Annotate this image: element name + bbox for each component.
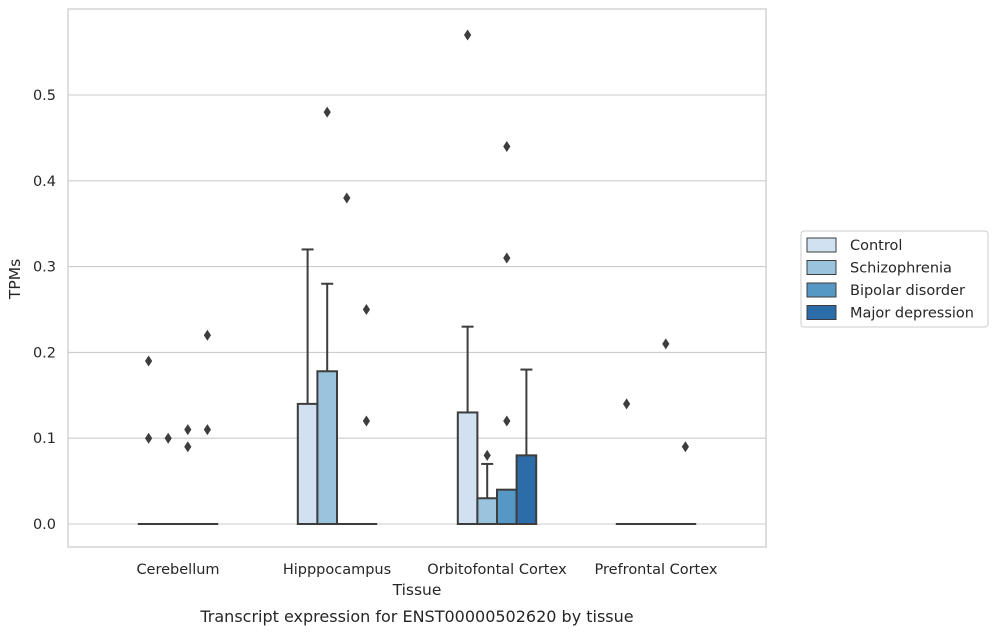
x-axis-label: Tissue [392, 581, 442, 599]
x-tick-label: Hipppocampus [283, 562, 391, 578]
legend-item: Bipolar disorder [806, 282, 965, 299]
box-group [355, 304, 378, 526]
outlier-point [343, 192, 351, 204]
box-group [476, 449, 498, 526]
legend-label: Bipolar disorder [850, 283, 965, 299]
box [456, 411, 479, 525]
outlier-point [184, 424, 192, 436]
x-tick-labels: Cerebellum Hipppocampus Orbitofontal Corte… [136, 562, 717, 578]
legend-swatch [806, 260, 837, 275]
box-group [316, 106, 338, 525]
box-groups [137, 29, 697, 526]
outlier-point [203, 424, 211, 436]
outlier-point [503, 252, 511, 264]
box [296, 402, 319, 526]
outlier-point [203, 329, 211, 341]
legend-frame [800, 230, 989, 328]
outlier-point [362, 415, 370, 427]
y-axis-label: TPMs [6, 259, 24, 300]
box-group [496, 140, 518, 525]
box-group [456, 29, 479, 525]
outlier-point [184, 441, 192, 453]
y-tick-label: 0.3 [33, 260, 56, 276]
x-tick-label: Cerebellum [136, 562, 219, 578]
legend-swatch [806, 282, 837, 298]
box-group [296, 248, 319, 526]
box-group [336, 192, 358, 526]
chart-caption: Transcript expression for ENST0000050262… [199, 607, 633, 626]
legend-item: Schizophrenia [806, 260, 952, 277]
outlier-point [662, 338, 670, 350]
box [476, 497, 498, 526]
box-group [157, 432, 179, 526]
outlier-point [503, 140, 511, 152]
outlier-point [681, 441, 689, 453]
box-group [137, 355, 160, 526]
legend-swatch [806, 305, 837, 320]
x-tick-label: Prefrontal Cortex [595, 562, 718, 578]
outlier-point [362, 304, 370, 315]
y-tick-label: 0.2 [33, 345, 56, 361]
outlier-point [623, 398, 631, 410]
box-group [615, 398, 638, 526]
box-group [177, 424, 199, 526]
x-tick-label: Orbitofontal Cortex [427, 562, 567, 578]
box-group [674, 441, 697, 526]
legend-label: Major depression [850, 306, 974, 322]
outlier-point [145, 355, 153, 367]
legend-label: Schizophrenia [850, 261, 952, 277]
plot-frame [67, 8, 767, 548]
y-tick-label: 0.0 [33, 517, 56, 533]
outlier-point [483, 449, 491, 461]
outlier-point [145, 432, 153, 444]
legend-item: Control [806, 237, 902, 254]
box-group [655, 338, 677, 526]
box [515, 454, 538, 525]
box [496, 488, 518, 525]
outlier-point [323, 106, 331, 118]
legend-item: Major depression [806, 305, 974, 322]
y-tick-label: 0.1 [33, 431, 56, 447]
box [316, 370, 338, 525]
y-tick-labels: 0.0 0.1 0.2 0.3 0.4 0.5 [33, 88, 56, 533]
outlier-point [164, 432, 172, 444]
outlier-point [464, 29, 472, 41]
outlier-point [503, 415, 511, 427]
y-tick-label: 0.5 [33, 88, 56, 104]
legend-swatch [806, 237, 837, 253]
legend-label: Control [850, 238, 902, 254]
box-group [196, 329, 219, 526]
box-group [515, 368, 538, 525]
grid-lines [68, 94, 766, 525]
legend: Control Schizophrenia Bipolar disorder Majo… [800, 230, 989, 328]
y-tick-label: 0.4 [33, 174, 56, 190]
